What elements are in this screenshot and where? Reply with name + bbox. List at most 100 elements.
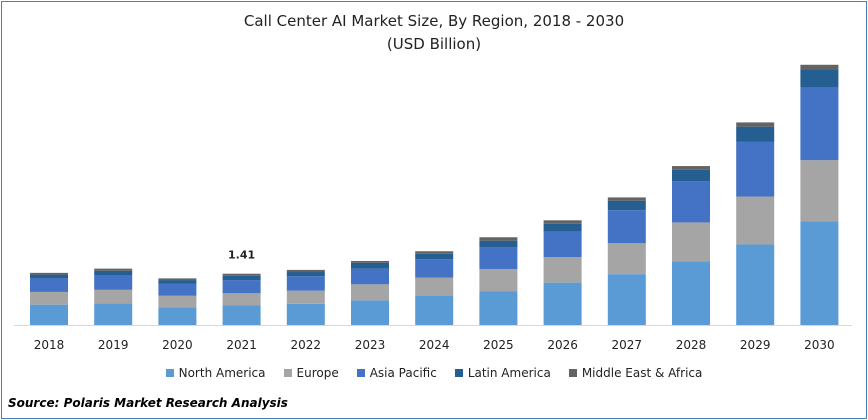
bar-asia-pacific-2023 — [351, 268, 389, 285]
bar-middle-east-africa-2025 — [479, 237, 518, 241]
bar-asia-pacific-2026 — [543, 231, 582, 258]
legend-swatch — [356, 369, 365, 377]
bar-north-america-2029 — [736, 244, 775, 325]
x-tick-label: 2025 — [483, 338, 514, 352]
bar-middle-east-africa-2024 — [415, 251, 454, 254]
bar-asia-pacific-2019 — [94, 275, 133, 290]
bar-middle-east-africa-2018 — [30, 272, 68, 275]
bar-north-america-2028 — [672, 261, 710, 325]
legend-item-europe: Europe — [283, 366, 339, 380]
bar-europe-2018 — [30, 291, 68, 305]
bar-north-america-2022 — [286, 303, 325, 325]
bar-europe-2030 — [800, 160, 839, 222]
x-tick-label: 2020 — [162, 338, 193, 352]
bar-middle-east-africa-2022 — [286, 269, 325, 273]
bar-north-america-2023 — [351, 300, 389, 325]
bar-latin-america-2022 — [286, 272, 325, 277]
x-tick-label: 2029 — [740, 338, 771, 352]
bar-europe-2020 — [158, 295, 197, 308]
bar-middle-east-africa-2028 — [672, 166, 710, 170]
legend-label: Europe — [296, 366, 339, 380]
bar-asia-pacific-2029 — [736, 141, 775, 197]
bar-latin-america-2025 — [479, 240, 518, 248]
bar-europe-2021 — [222, 293, 261, 306]
legend-swatch — [165, 369, 174, 377]
bar-north-america-2030 — [800, 221, 839, 325]
x-tick-label: 2022 — [291, 338, 322, 352]
x-tick-label: 2027 — [612, 338, 643, 352]
bar-asia-pacific-2021 — [222, 280, 261, 294]
bar-europe-2029 — [736, 196, 775, 245]
legend-swatch — [454, 369, 463, 377]
bar-north-america-2025 — [479, 291, 518, 325]
bar-north-america-2018 — [30, 304, 68, 325]
bar-europe-2026 — [543, 257, 582, 283]
bar-middle-east-africa-2029 — [736, 122, 775, 127]
bar-europe-2025 — [479, 269, 518, 292]
source-note: Source: Polaris Market Research Analysis — [8, 396, 288, 410]
bar-middle-east-africa-2020 — [158, 278, 197, 281]
bar-latin-america-2018 — [30, 274, 68, 279]
legend-item-north-america: North America — [165, 366, 266, 380]
bar-asia-pacific-2030 — [800, 87, 839, 161]
bar-asia-pacific-2027 — [607, 210, 646, 244]
bar-asia-pacific-2028 — [672, 181, 710, 223]
bar-asia-pacific-2022 — [286, 276, 325, 291]
chart-title: Call Center AI Market Size, By Region, 2… — [243, 12, 625, 30]
bar-latin-america-2027 — [607, 200, 646, 211]
chart-legend: North America Europe Asia Pacific Latin Ame… — [0, 366, 868, 380]
bar-middle-east-africa-2019 — [94, 268, 133, 271]
bar-latin-america-2028 — [672, 169, 710, 182]
bar-latin-america-2029 — [736, 126, 775, 142]
bar-chart: 2018 2019 2020 2021 1.41 2022 2023 2024 2025 2026… — [14, 64, 852, 352]
bar-north-america-2024 — [415, 295, 454, 325]
legend-label: Asia Pacific — [369, 366, 437, 380]
bar-asia-pacific-2020 — [158, 283, 197, 296]
bar-asia-pacific-2025 — [479, 247, 518, 270]
bar-europe-2027 — [607, 243, 646, 275]
chart-subtitle: (USD Billion) — [386, 35, 482, 53]
data-label-2021: 1.41 — [228, 249, 255, 262]
bar-asia-pacific-2018 — [30, 278, 68, 292]
bar-middle-east-africa-2030 — [800, 64, 839, 70]
bar-north-america-2026 — [543, 282, 582, 325]
bar-europe-2024 — [415, 277, 454, 296]
x-tick-label: 2024 — [419, 338, 450, 352]
x-tick-label: 2030 — [804, 338, 835, 352]
legend-item-asia-pacific: Asia Pacific — [356, 366, 437, 380]
legend-item-middle-east-africa: Middle East & Africa — [568, 366, 703, 380]
bar-middle-east-africa-2026 — [543, 220, 582, 224]
bar-latin-america-2030 — [800, 69, 839, 88]
bar-europe-2023 — [351, 284, 389, 301]
bar-europe-2019 — [94, 289, 133, 304]
bar-latin-america-2019 — [94, 270, 133, 276]
bar-latin-america-2026 — [543, 223, 582, 232]
bar-middle-east-africa-2021 — [222, 273, 261, 276]
bar-europe-2028 — [672, 222, 710, 262]
bar-middle-east-africa-2027 — [607, 197, 646, 201]
bar-latin-america-2024 — [415, 253, 454, 260]
bar-latin-america-2020 — [158, 280, 197, 284]
bar-asia-pacific-2024 — [415, 259, 454, 278]
legend-label: North America — [178, 366, 266, 380]
bar-north-america-2019 — [94, 303, 133, 325]
bar-latin-america-2021 — [222, 275, 261, 281]
bar-latin-america-2023 — [351, 262, 389, 269]
legend-label: Middle East & Africa — [581, 366, 703, 380]
bar-north-america-2027 — [607, 274, 646, 325]
bar-north-america-2020 — [158, 307, 197, 325]
legend-swatch — [568, 369, 577, 377]
legend-label: Latin America — [467, 366, 551, 380]
x-tick-label: 2023 — [355, 338, 386, 352]
x-tick-label: 2018 — [34, 338, 65, 352]
bar-middle-east-africa-2023 — [351, 261, 389, 263]
bar-north-america-2021 — [222, 305, 261, 325]
x-tick-label: 2019 — [98, 338, 129, 352]
legend-item-latin-america: Latin America — [454, 366, 551, 380]
x-tick-label: 2028 — [676, 338, 707, 352]
bar-europe-2022 — [286, 290, 325, 304]
x-tick-label: 2021 — [226, 338, 257, 352]
x-tick-label: 2026 — [547, 338, 578, 352]
legend-swatch — [283, 369, 292, 377]
